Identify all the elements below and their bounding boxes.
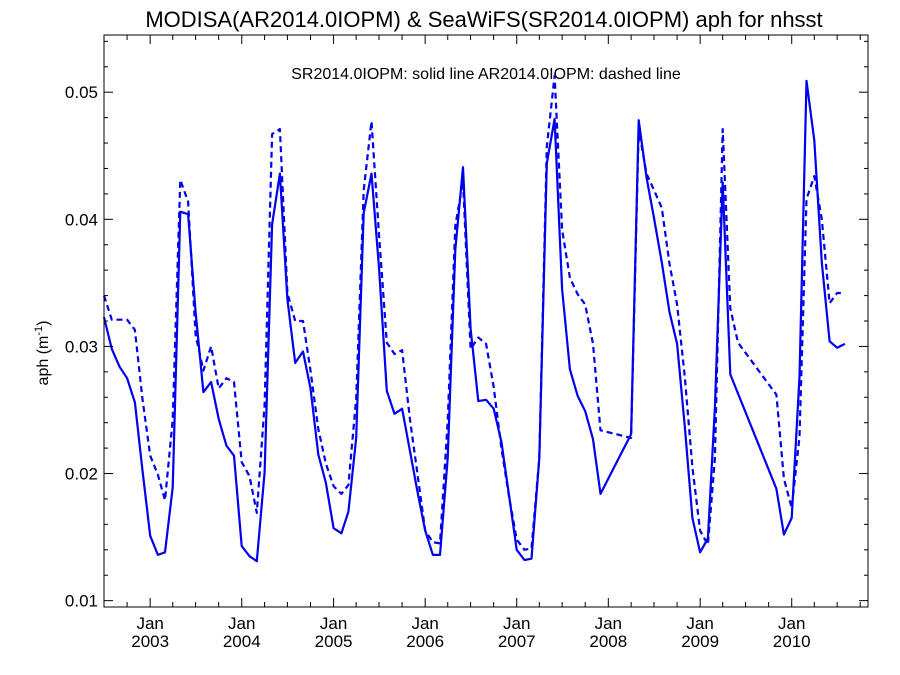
x-tick-month-label: Jan	[503, 614, 530, 633]
y-axis-ticks: 0.01 0.02 0.03 0.04 0.05	[65, 40, 868, 611]
x-axis-ticks: Jan2003Jan2004Jan2005Jan2006Jan2007Jan20…	[126, 35, 861, 651]
y-tick-label: 0.04	[65, 210, 98, 229]
x-tick-year-label: 2007	[498, 632, 536, 651]
y-axis-title-exponent: -1	[33, 326, 45, 336]
chart-title: MODISA(AR2014.0IOPM) & SeaWiFS(SR2014.0I…	[145, 7, 822, 32]
svg-text:aph (m-1): aph (m-1)	[33, 321, 52, 386]
y-axis-title-text: aph (m	[35, 336, 52, 386]
x-tick-month-label: Jan	[228, 614, 255, 633]
y-tick: 0.04	[65, 210, 868, 229]
y-tick: 0.05	[65, 83, 868, 102]
y-tick: 0.01	[65, 592, 868, 611]
x-tick-month-label: Jan	[686, 614, 713, 633]
x-tick-month-label: Jan	[320, 614, 347, 633]
series-line-dashed	[102, 74, 845, 551]
y-axis-title-close: )	[35, 321, 52, 326]
line-style-annotation: SR2014.0IOPM: solid line AR2014.0IOPM: d…	[291, 66, 681, 83]
x-tick-year-label: 2009	[681, 632, 719, 651]
y-tick: 0.03	[65, 337, 868, 356]
series-line-solid	[102, 79, 846, 563]
y-tick: 0.02	[65, 465, 868, 484]
x-tick-year-label: 2005	[315, 632, 353, 651]
y-tick-label: 0.01	[65, 592, 98, 611]
x-tick-year-label: 2003	[131, 632, 169, 651]
x-tick-month-label: Jan	[778, 614, 805, 633]
x-tick-month-label: Jan	[595, 614, 622, 633]
x-tick-year-label: 2010	[773, 632, 811, 651]
y-tick-label: 0.02	[65, 465, 98, 484]
x-tick-month-label: Jan	[136, 614, 163, 633]
y-tick-label: 0.05	[65, 83, 98, 102]
y-tick-label: 0.03	[65, 337, 98, 356]
x-tick-year-label: 2008	[589, 632, 627, 651]
y-axis-title: aph (m-1)	[33, 321, 52, 386]
x-tick-year-label: 2006	[406, 632, 444, 651]
plot-frame	[103, 34, 869, 608]
x-tick-month-label: Jan	[411, 614, 438, 633]
series-layer	[102, 74, 846, 563]
x-tick-year-label: 2004	[223, 632, 261, 651]
